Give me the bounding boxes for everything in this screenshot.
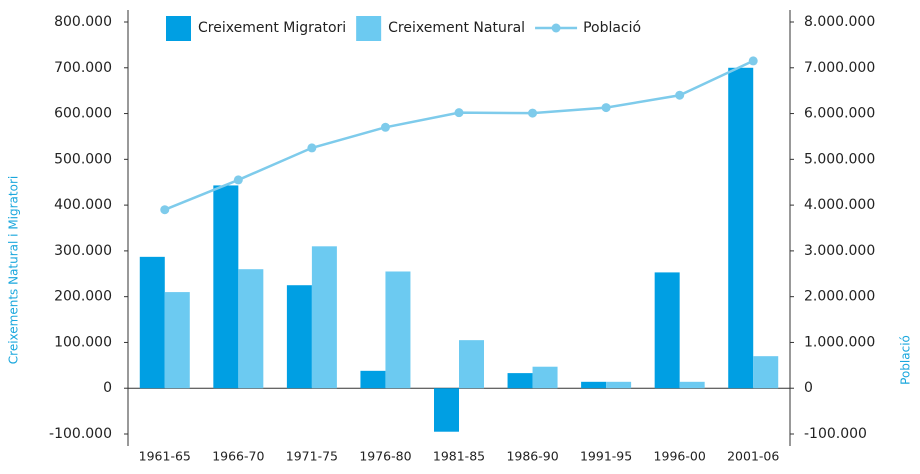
line-point [454, 108, 464, 118]
legend-label: Població [583, 20, 641, 36]
y-tick-label: 200.000 [54, 289, 112, 305]
y2-tick-label: 5.000.000 [804, 151, 875, 167]
y-tick-label: 100.000 [54, 334, 112, 350]
legend-point [551, 23, 561, 33]
bar [581, 381, 607, 389]
y-axis-title: Creixements Natural i Migratori [7, 176, 21, 364]
y-tick-label: 800.000 [54, 14, 112, 30]
legend-label: Creixement Natural [388, 20, 525, 36]
y2-tick-label: 3.000.000 [804, 243, 875, 259]
y2-tick-label: 6.000.000 [804, 106, 875, 122]
x-tick-label: 1981-85 [433, 449, 485, 464]
bar [606, 381, 632, 389]
bar [679, 381, 705, 389]
y2-tick-label: 8.000.000 [804, 14, 875, 30]
y2-tick-label: -100.000 [804, 426, 867, 442]
bar [139, 256, 165, 389]
y-tick-label: 600.000 [54, 106, 112, 122]
bar [311, 246, 337, 389]
bar [360, 370, 386, 389]
bar [213, 185, 239, 389]
bar [507, 373, 533, 389]
y-tick-label: -100.000 [49, 426, 112, 442]
y-tick-label: 700.000 [54, 60, 112, 76]
line-point [160, 205, 170, 215]
bar [434, 388, 459, 432]
y2-axis-title: Població [899, 335, 913, 385]
bar [728, 67, 754, 389]
y2-tick-label: 2.000.000 [804, 289, 875, 305]
line-point [380, 122, 390, 132]
bar [286, 285, 312, 389]
line-point [528, 108, 538, 118]
line-point [233, 175, 243, 185]
bar [238, 269, 264, 389]
x-tick-label: 1961-65 [139, 449, 191, 464]
y2-tick-label: 0 [804, 380, 813, 396]
y-tick-label: 300.000 [54, 243, 112, 259]
line-point [601, 103, 611, 113]
y2-tick-label: 7.000.000 [804, 60, 875, 76]
line-point [675, 90, 685, 100]
line-point [748, 56, 758, 66]
bar [385, 271, 411, 389]
legend-swatch [166, 16, 191, 41]
legend-label: Creixement Migratori [198, 20, 346, 36]
x-tick-label: 1991-95 [580, 449, 632, 464]
x-tick-label: 1966-70 [212, 449, 264, 464]
x-tick-label: 2001-06 [727, 449, 779, 464]
bar [164, 292, 190, 389]
line-point [307, 143, 317, 153]
legend-swatch [356, 16, 382, 41]
y-tick-label: 0 [103, 380, 112, 396]
line [164, 59, 754, 211]
bar [532, 366, 558, 389]
x-tick-label: 1986-90 [506, 449, 558, 464]
y-tick-label: 400.000 [54, 197, 112, 213]
bar [753, 356, 779, 389]
x-tick-label: 1971-75 [286, 449, 338, 464]
y-tick-label: 500.000 [54, 151, 112, 167]
y2-tick-label: 1.000.000 [804, 334, 875, 350]
x-tick-label: 1996-00 [654, 449, 706, 464]
bar [654, 272, 680, 389]
bar [459, 340, 484, 389]
y2-tick-label: 4.000.000 [804, 197, 875, 213]
x-tick-label: 1976-80 [359, 449, 411, 464]
